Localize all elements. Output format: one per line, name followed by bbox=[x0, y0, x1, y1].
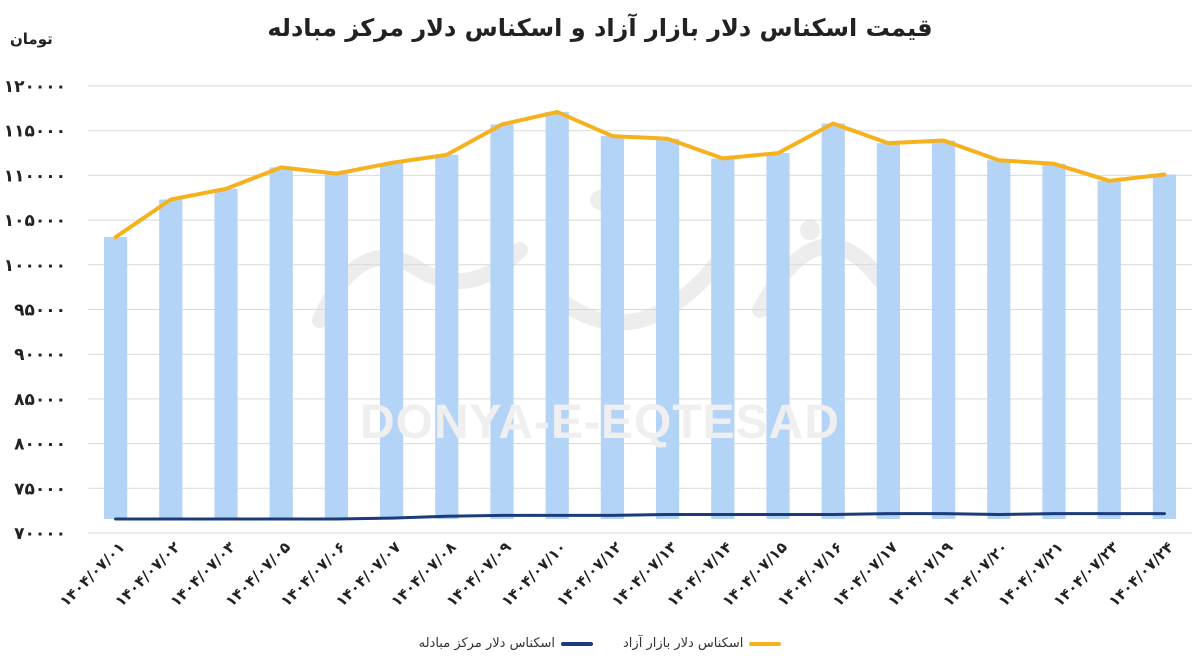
y-tick-label: ۷۵۰۰۰ bbox=[14, 479, 66, 499]
chart-title: قیمت اسکناس دلار بازار آزاد و اسکناس دلا… bbox=[267, 14, 933, 42]
bar-free-market bbox=[269, 167, 293, 519]
legend-label-free-market: اسکناس دلار بازار آزاد bbox=[623, 636, 744, 651]
bar-free-market bbox=[821, 123, 845, 519]
y-tick-label: ۹۰۰۰۰ bbox=[14, 345, 66, 365]
bar-free-market bbox=[932, 140, 956, 519]
watermark-logo bbox=[312, 190, 888, 331]
bar-free-market bbox=[490, 124, 514, 519]
y-tick-label: ۸۰۰۰۰ bbox=[14, 435, 66, 455]
y-tick-label: ۱۲۰۰۰۰ bbox=[4, 77, 66, 97]
legend-label-exchange-center: اسکناس دلار مرکز مبادله bbox=[418, 636, 556, 651]
bar-free-market bbox=[766, 153, 790, 520]
y-tick-label: ۹۵۰۰۰ bbox=[14, 301, 66, 321]
y-axis-unit-label: تومان bbox=[10, 30, 53, 48]
legend-swatch-exchange-center bbox=[561, 641, 594, 646]
bar-free-market bbox=[1097, 180, 1121, 519]
bar-free-market bbox=[104, 237, 128, 519]
bar-free-market bbox=[324, 173, 348, 519]
bar-free-market bbox=[1152, 174, 1176, 520]
line-free-market bbox=[113, 109, 1167, 240]
bar-free-market bbox=[711, 158, 735, 519]
y-tick-label: ۱۱۰۰۰۰ bbox=[4, 166, 66, 186]
bar-free-market bbox=[876, 143, 900, 519]
bar-free-market bbox=[214, 188, 238, 519]
bar-free-market bbox=[380, 162, 404, 519]
watermark-text: DONYA-E-EQTESAD bbox=[360, 396, 840, 449]
legend-swatch-free-market bbox=[749, 641, 782, 646]
bar-free-market bbox=[656, 138, 680, 519]
bar-free-market bbox=[159, 199, 183, 519]
legend: اسکناس دلار بازار آزاد اسکناس دلار مرکز … bbox=[0, 636, 1200, 651]
bar-free-market bbox=[1042, 163, 1066, 519]
bar-free-market bbox=[435, 154, 459, 519]
y-tick-label: ۱۱۵۰۰۰ bbox=[4, 122, 66, 142]
bar-free-market bbox=[987, 160, 1011, 519]
legend-item-free-market: اسکناس دلار بازار آزاد bbox=[623, 636, 782, 651]
y-tick-label: ۱۰۰۰۰۰ bbox=[4, 256, 66, 276]
line-exchange-center bbox=[114, 512, 1166, 521]
bar-free-market bbox=[545, 111, 569, 520]
legend-item-exchange-center: اسکناس دلار مرکز مبادله bbox=[418, 636, 594, 651]
y-tick-label: ۷۰۰۰۰ bbox=[14, 524, 66, 544]
y-tick-label: ۸۵۰۰۰ bbox=[14, 390, 66, 410]
y-tick-label: ۱۰۵۰۰۰ bbox=[4, 211, 66, 231]
bar-free-market bbox=[600, 136, 624, 519]
